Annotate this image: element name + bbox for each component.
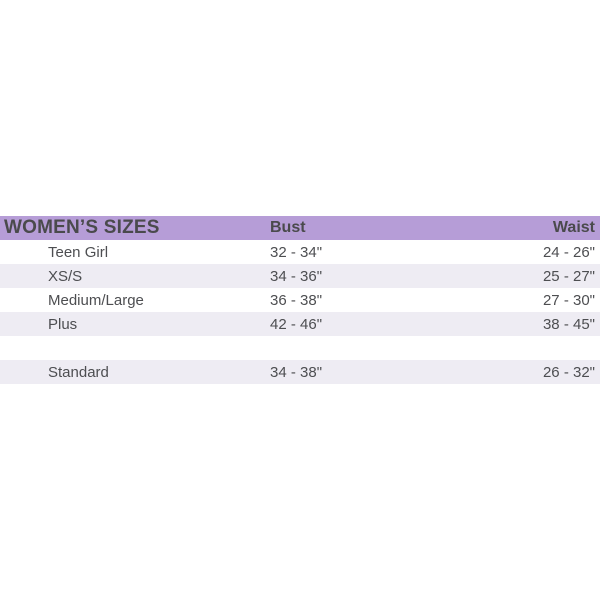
size-label-cell: Standard xyxy=(48,363,109,381)
table-header-row: WOMEN’S SIZES Bust Waist xyxy=(0,216,600,240)
waist-cell: 27 - 30" xyxy=(542,291,595,309)
bust-cell: 36 - 38" xyxy=(270,291,323,309)
size-row-medium-large: Medium/Large 36 - 38" 27 - 30" xyxy=(0,288,600,312)
size-row-teen-girl: Teen Girl 32 - 34" 24 - 26" xyxy=(0,240,600,264)
waist-cell: 24 - 26" xyxy=(542,243,595,261)
waist-cell: 25 - 27" xyxy=(542,267,595,285)
size-chart-table: WOMEN’S SIZES Bust Waist Teen Girl 32 - … xyxy=(0,216,600,384)
spacer-row xyxy=(0,336,600,360)
bust-cell: 32 - 34" xyxy=(270,243,323,261)
size-label-cell: Plus xyxy=(48,315,78,333)
size-row-standard: Standard 34 - 38" 26 - 32" xyxy=(0,360,600,384)
table-title: WOMEN’S SIZES xyxy=(4,217,160,238)
bust-cell: 34 - 38" xyxy=(270,363,323,381)
size-row-plus: Plus 42 - 46" 38 - 45" xyxy=(0,312,600,336)
size-label-cell: Teen Girl xyxy=(48,243,109,261)
size-label-cell: XS/S xyxy=(48,267,83,285)
column-header-waist: Waist xyxy=(552,219,595,236)
waist-cell: 26 - 32" xyxy=(542,363,595,381)
column-header-bust: Bust xyxy=(270,219,306,236)
bust-cell: 42 - 46" xyxy=(270,315,323,333)
waist-cell: 38 - 45" xyxy=(542,315,595,333)
size-row-xs-s: XS/S 34 - 36" 25 - 27" xyxy=(0,264,600,288)
bust-cell: 34 - 36" xyxy=(270,267,323,285)
size-label-cell: Medium/Large xyxy=(48,291,144,309)
